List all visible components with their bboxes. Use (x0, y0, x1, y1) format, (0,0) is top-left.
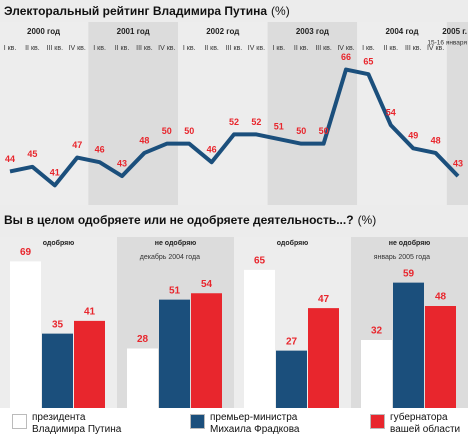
x-tick-label: II кв. (115, 45, 130, 52)
x-tick-label: I кв. (93, 45, 106, 52)
data-label: 50 (184, 126, 194, 136)
bar (393, 282, 424, 408)
data-label: 69 (20, 247, 32, 258)
data-label: 28 (137, 334, 149, 345)
x-tick-label: I кв. (362, 45, 375, 52)
data-label: 47 (72, 140, 82, 150)
legend-swatch (12, 414, 27, 429)
x-tick-label: IV кв. (427, 45, 444, 52)
bar (244, 269, 275, 408)
year-label: 2000 год (27, 27, 60, 36)
period-label: январь 2005 года (374, 254, 430, 261)
data-label: 27 (286, 336, 298, 347)
bar (159, 299, 190, 408)
legend-swatch (370, 414, 385, 429)
data-label: 51 (169, 285, 181, 296)
data-label: 54 (201, 279, 213, 290)
data-label: 52 (229, 117, 239, 127)
data-label: 45 (27, 149, 37, 159)
x-tick-label: I кв. (183, 45, 196, 52)
data-label: 49 (408, 131, 418, 141)
year-band (267, 22, 358, 205)
x-tick-label: 15-16 января (427, 40, 467, 47)
bar (425, 306, 456, 408)
bar (276, 350, 307, 408)
data-label: 65 (254, 256, 266, 267)
data-label: 35 (52, 319, 64, 330)
bar (361, 340, 392, 408)
data-label: 48 (435, 292, 447, 303)
x-tick-label: III кв. (226, 45, 243, 52)
year-label: 2001 год (117, 27, 150, 36)
data-label: 59 (403, 268, 415, 279)
year-band (178, 22, 268, 205)
title-unit: (%) (358, 213, 377, 227)
bar (127, 348, 158, 408)
x-tick-label: IV кв. (69, 45, 86, 52)
group-label: не одобряю (389, 239, 431, 247)
data-label: 48 (139, 135, 149, 145)
chart-title: Вы в целом одобряете или не одобряете де… (4, 213, 376, 227)
x-tick-label: I кв. (4, 45, 17, 52)
bar (308, 308, 339, 408)
data-label: 43 (453, 158, 463, 168)
data-label: 44 (5, 154, 15, 164)
title-text: Электоральный рейтинг Владимира Путина (4, 4, 267, 18)
title-unit: (%) (271, 4, 290, 18)
group-label: не одобряю (155, 239, 197, 247)
bar (10, 261, 41, 408)
x-tick-label: III кв. (315, 45, 332, 52)
bar (42, 333, 73, 408)
legend-label: премьер-министра Михаила Фрадкова (210, 412, 300, 435)
year-band (88, 22, 178, 205)
x-tick-label: IV кв. (248, 45, 265, 52)
data-label: 41 (84, 307, 96, 318)
data-label: 46 (95, 145, 105, 155)
year-band (357, 22, 447, 205)
chart-title: Электоральный рейтинг Владимира Путина (%… (4, 4, 290, 18)
data-label: 50 (296, 126, 306, 136)
data-label: 43 (117, 158, 127, 168)
data-label: 50 (162, 126, 172, 136)
title-text: Вы в целом одобряете или не одобряете де… (4, 213, 354, 227)
data-label: 52 (251, 117, 261, 127)
year-label: 2002 год (206, 27, 239, 36)
year-label: 2004 год (385, 27, 418, 36)
x-tick-label: II кв. (204, 45, 219, 52)
data-label: 65 (363, 57, 373, 67)
year-band (446, 22, 468, 205)
year-label: 2003 год (296, 27, 329, 36)
x-tick-label: I кв. (272, 45, 285, 52)
data-label: 32 (371, 326, 383, 337)
x-tick-label: III кв. (47, 45, 64, 52)
x-tick-label: II кв. (294, 45, 309, 52)
bar (191, 293, 222, 408)
x-tick-label: III кв. (405, 45, 422, 52)
group-label: одобряю (277, 239, 308, 247)
legend-strip (0, 408, 468, 440)
data-label: 48 (431, 135, 441, 145)
group-label: одобряю (43, 239, 74, 247)
data-label: 46 (207, 145, 217, 155)
x-tick-label: II кв. (25, 45, 40, 52)
data-label: 51 (274, 121, 284, 131)
x-tick-label: III кв. (136, 45, 153, 52)
data-label: 47 (318, 294, 330, 305)
x-tick-label: IV кв. (337, 45, 354, 52)
x-tick-label: IV кв. (158, 45, 175, 52)
period-label: декабрь 2004 года (140, 253, 200, 261)
data-label: 41 (50, 168, 60, 178)
legend-label: президента Владимира Путина (32, 412, 122, 435)
data-label: 54 (386, 108, 396, 118)
data-label: 50 (319, 126, 329, 136)
x-tick-label: II кв. (384, 45, 399, 52)
legend-label: губернатора вашей области (390, 412, 461, 435)
bar (74, 320, 105, 408)
year-label: 2005 г. (442, 27, 467, 36)
data-label: 66 (341, 52, 351, 62)
legend-swatch (190, 414, 205, 429)
rating-line (9, 67, 460, 188)
